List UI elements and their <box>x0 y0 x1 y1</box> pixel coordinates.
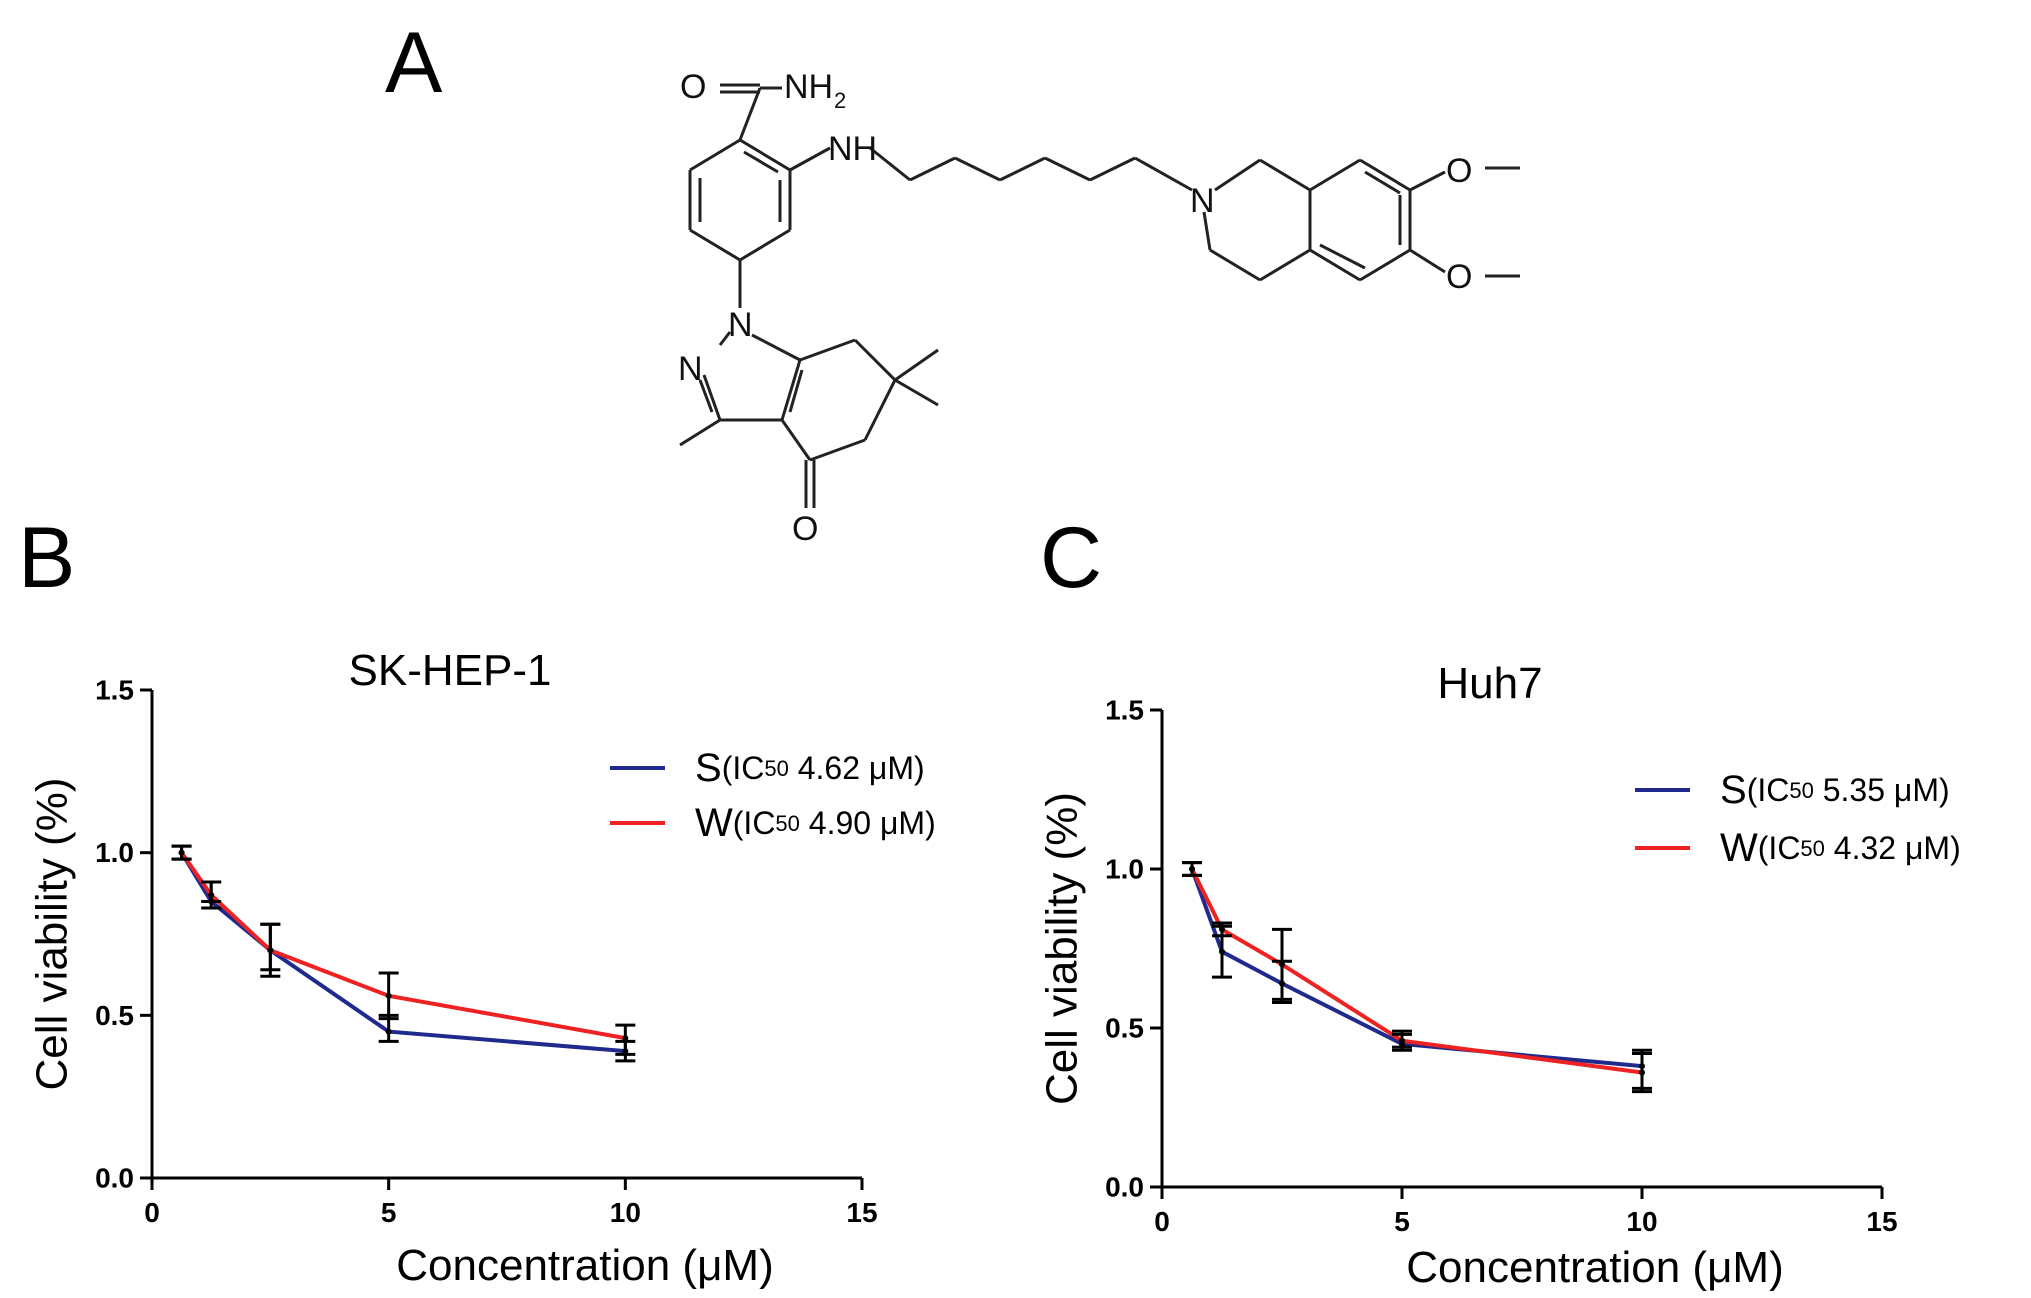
atom-amide-oxygen: O <box>680 68 706 106</box>
x-tick-label: 5 <box>1394 1206 1410 1237</box>
data-point-w <box>385 992 392 999</box>
y-tick-label: 0.0 <box>1105 1172 1144 1203</box>
data-point-s <box>1219 948 1225 955</box>
atom-methoxy-oxygen-1: O <box>1446 152 1472 190</box>
chart-huh7: Huh7 Cell viability (%) Concentration (μ… <box>1038 659 1961 1292</box>
panel-label-a: A <box>385 15 443 111</box>
x-tick-label: 10 <box>610 1197 641 1228</box>
y-tick-label: 1.5 <box>95 675 134 706</box>
data-point-w <box>1399 1037 1405 1044</box>
error-bar-w <box>201 880 222 903</box>
x-tick-label: 15 <box>1866 1206 1897 1237</box>
data-point-w <box>1279 961 1285 968</box>
legend-entry-s: S(IC50 4.62 μM) <box>695 746 925 790</box>
chart-title: Huh7 <box>1437 659 1542 708</box>
chart-title: SK-HEP-1 <box>349 646 552 695</box>
y-tick-label: 0.5 <box>1105 1013 1144 1044</box>
y-axis-label: Cell viability (%) <box>28 778 77 1091</box>
panel-label-b: B <box>18 510 76 606</box>
series-line-s <box>179 851 626 1054</box>
data-point-w <box>178 849 185 856</box>
atom-amine-nh: NH <box>828 130 877 168</box>
y-tick-label: 0.5 <box>95 1000 134 1031</box>
data-point-w <box>1639 1069 1645 1076</box>
x-tick-label: 0 <box>1154 1206 1170 1237</box>
data-point-w <box>622 1035 629 1042</box>
molecule-bonds <box>679 83 1520 508</box>
legend-entry-w: W(IC50 4.32 μM) <box>1720 826 1961 870</box>
atom-isoquinoline-nitrogen: N <box>1190 182 1215 220</box>
panel-label-c: C <box>1040 510 1103 606</box>
y-axis-label: Cell viability (%) <box>1038 792 1087 1105</box>
atom-ketone-oxygen: O <box>792 510 818 548</box>
data-point-w <box>1189 866 1195 872</box>
data-point-w <box>267 947 274 954</box>
x-tick-label: 5 <box>381 1197 397 1228</box>
x-tick-label: 0 <box>144 1197 160 1228</box>
legend-entry-s: S(IC50 5.35 μM) <box>1720 768 1950 812</box>
legend-entry-w: W(IC50 4.90 μM) <box>695 801 936 845</box>
data-point-w <box>208 891 215 898</box>
atom-amide-nh: NH <box>784 68 833 106</box>
y-tick-label: 0.0 <box>95 1163 134 1194</box>
x-tick-label: 10 <box>1626 1206 1657 1237</box>
data-point-w <box>1219 926 1225 933</box>
y-tick-label: 1.0 <box>1105 854 1144 885</box>
x-tick-label: 15 <box>846 1197 877 1228</box>
series-line-s <box>1190 868 1643 1069</box>
x-axis-label: Concentration (μM) <box>396 1241 773 1290</box>
chart-sk-hep-1: SK-HEP-1 Cell viability (%) Concentratio… <box>28 646 936 1290</box>
atom-methoxy-oxygen-2: O <box>1446 258 1472 296</box>
atom-pyrazole-n2: N <box>678 350 703 388</box>
series-line-w <box>179 851 626 1041</box>
data-point-s <box>385 1028 392 1035</box>
chemical-structure: O NH 2 NH N N N O O O <box>678 68 1520 548</box>
error-bar-w <box>260 922 281 972</box>
y-tick-label: 1.5 <box>1105 695 1144 726</box>
y-tick-label: 1.0 <box>95 837 134 868</box>
atom-pyrazole-n1: N <box>728 306 753 344</box>
atom-amide-nh2-subscript: 2 <box>834 88 846 113</box>
x-axis-label: Concentration (μM) <box>1406 1243 1783 1292</box>
